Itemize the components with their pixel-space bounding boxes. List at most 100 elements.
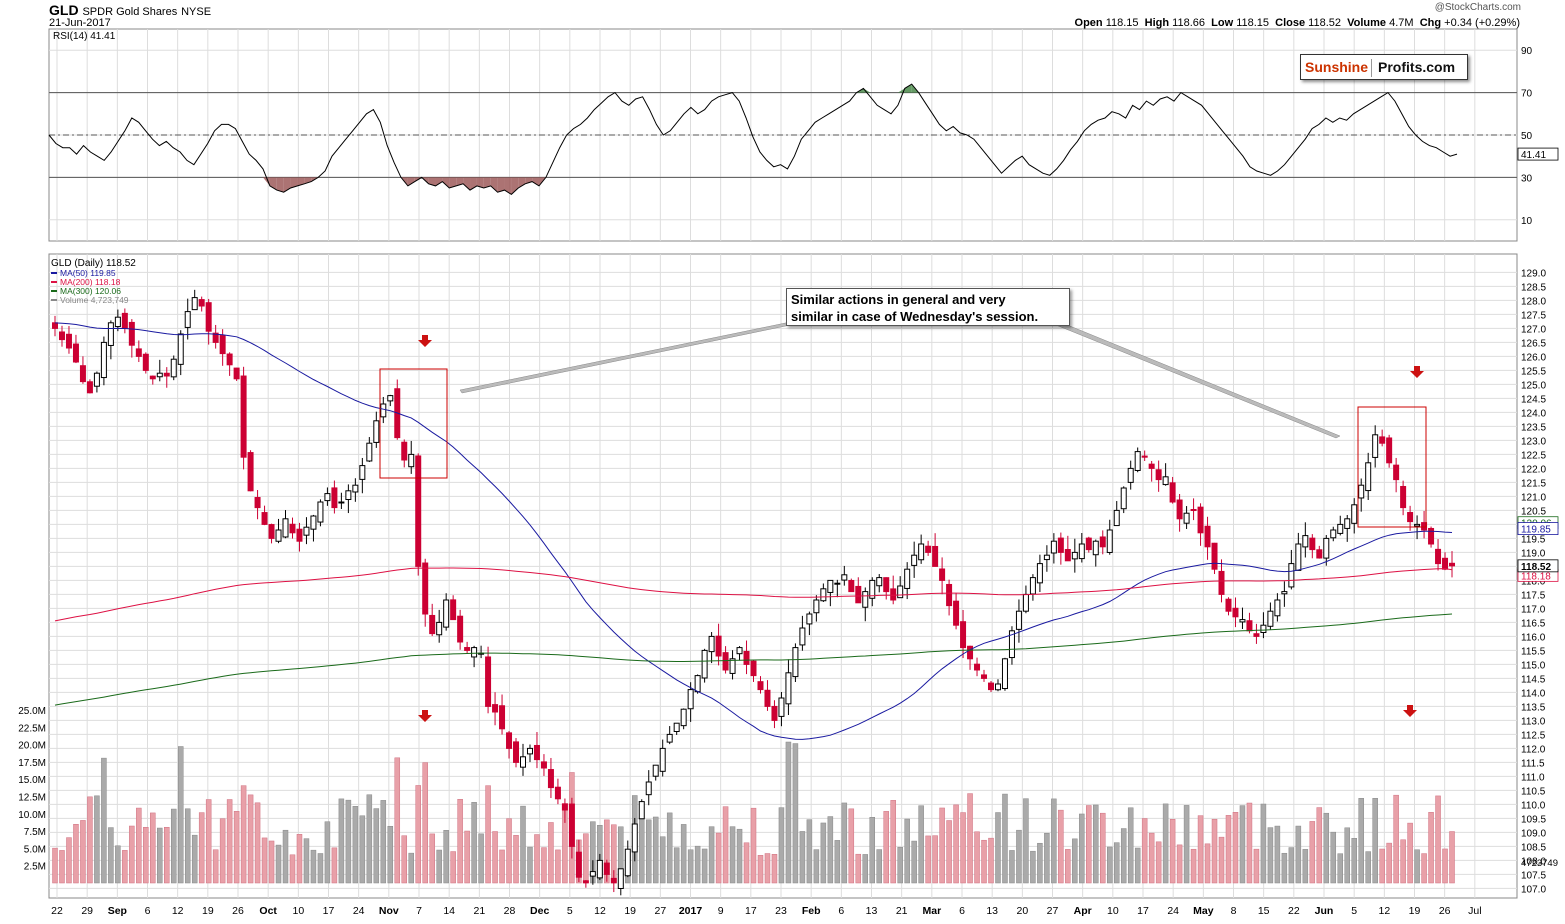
- price-y-tick: 125.0: [1521, 380, 1546, 391]
- volume-bar: [1113, 842, 1120, 884]
- candle-body: [1274, 599, 1281, 617]
- volume-bar: [813, 849, 820, 884]
- volume-bar: [122, 850, 128, 884]
- price-panel: [48, 253, 1518, 899]
- candle-body: [687, 689, 694, 710]
- volume-bar: [1183, 805, 1190, 884]
- volume-bar: [1065, 849, 1071, 884]
- candle-body: [1225, 598, 1232, 612]
- candle-body: [617, 868, 624, 889]
- rsi-oversold-fill: [504, 177, 512, 195]
- rsi-oversold-fill: [483, 177, 491, 188]
- volume-bar: [401, 835, 408, 884]
- x-tick-label: Dec: [530, 905, 549, 917]
- price-y-tick: 129.0: [1521, 268, 1546, 279]
- candle-body: [492, 704, 499, 713]
- candle-body: [1190, 509, 1197, 512]
- rsi-oversold-fill: [442, 177, 450, 188]
- candle-body: [1015, 610, 1022, 630]
- candle-body: [1085, 537, 1092, 551]
- candle-body: [1197, 506, 1204, 534]
- down-arrow-price-nov: [418, 335, 432, 347]
- volume-bar: [1428, 812, 1434, 884]
- volume-bar: [806, 819, 813, 884]
- volume-bar: [359, 815, 366, 884]
- annotation-box: Similar actions in general and very simi…: [786, 288, 1070, 326]
- candle-body: [1176, 499, 1183, 520]
- volume-bar: [422, 762, 428, 884]
- exchange-name: NYSE: [181, 6, 212, 18]
- x-tick-label: Jun: [1315, 905, 1334, 917]
- price-y-tick: 115.0: [1521, 660, 1546, 671]
- header-title: GLD SPDR Gold Shares NYSE: [49, 2, 211, 18]
- volume-bar: [338, 798, 345, 884]
- rsi-y-tick: 90: [1521, 46, 1533, 57]
- rsi-oversold-fill: [449, 177, 457, 188]
- volume-bar: [324, 821, 331, 884]
- volume-bar: [1232, 812, 1239, 884]
- volume-bar: [1162, 803, 1169, 884]
- candle-body: [1330, 529, 1337, 539]
- volume-bar: [729, 826, 736, 884]
- volume-bar: [1365, 851, 1371, 884]
- chg-label: Chg: [1419, 17, 1442, 29]
- volume-bar: [1009, 850, 1015, 884]
- volume-bar: [513, 835, 519, 884]
- price-y-tick: 124.0: [1521, 408, 1546, 419]
- volume-bar: [841, 802, 848, 884]
- volume-bar: [1155, 841, 1162, 884]
- volume-bar: [827, 816, 834, 884]
- volume-bar: [303, 838, 310, 884]
- price-y-tick: 124.5: [1521, 394, 1546, 405]
- candle-body: [205, 302, 212, 332]
- volume-bar: [869, 817, 876, 884]
- volume-bar: [478, 833, 484, 884]
- x-tick-label: 21: [896, 905, 908, 917]
- volume-bar: [380, 800, 387, 884]
- price-y-tick: 123.5: [1521, 422, 1546, 433]
- candle-body: [1323, 537, 1330, 559]
- candle-body: [547, 769, 554, 789]
- price-y-tick: 120.5: [1521, 506, 1546, 517]
- volume-bar: [583, 833, 589, 884]
- x-tick-label: Jul: [1468, 905, 1481, 917]
- candle-body: [967, 645, 974, 660]
- volume-bar: [317, 853, 324, 884]
- legend-entry: MA(200) 118.18: [60, 277, 121, 287]
- candle-body: [1246, 620, 1253, 632]
- candle-body: [1386, 437, 1393, 464]
- volume-bar: [1288, 847, 1295, 884]
- volume-bar: [1141, 818, 1148, 884]
- candle-body: [960, 621, 967, 649]
- price-y-tick: 109.0: [1521, 828, 1546, 839]
- candle-body: [652, 764, 659, 777]
- candle-body: [883, 577, 890, 593]
- highlight-box-jun: [1357, 406, 1427, 528]
- x-tick-label: 13: [866, 905, 878, 917]
- candle-body: [1400, 485, 1407, 509]
- x-tick-label: 2017: [679, 905, 703, 917]
- candle-body: [1393, 464, 1400, 481]
- last-close-box: [1517, 559, 1559, 573]
- candle-body: [757, 681, 764, 691]
- x-tick-label: 28: [504, 905, 516, 917]
- candle-body: [436, 621, 443, 636]
- rsi-oversold-fill: [435, 177, 443, 186]
- candle-body: [659, 747, 666, 772]
- x-tick-label: 12: [594, 905, 606, 917]
- candle-body: [638, 801, 645, 820]
- candle-body: [345, 490, 352, 501]
- price-y-tick: 110.5: [1521, 786, 1546, 797]
- volume-bar: [408, 852, 414, 884]
- volume-bar: [1134, 847, 1141, 884]
- candle-body: [422, 562, 429, 615]
- candle-body: [415, 455, 422, 567]
- price-y-tick: 112.0: [1521, 744, 1546, 755]
- volume-bar: [52, 847, 58, 884]
- candle-body: [813, 599, 820, 614]
- candle-body: [1022, 593, 1029, 612]
- volume-bar: [1016, 829, 1022, 884]
- rsi-oversold-fill: [276, 177, 284, 193]
- volume-bar: [450, 851, 456, 884]
- candle-body: [533, 744, 540, 761]
